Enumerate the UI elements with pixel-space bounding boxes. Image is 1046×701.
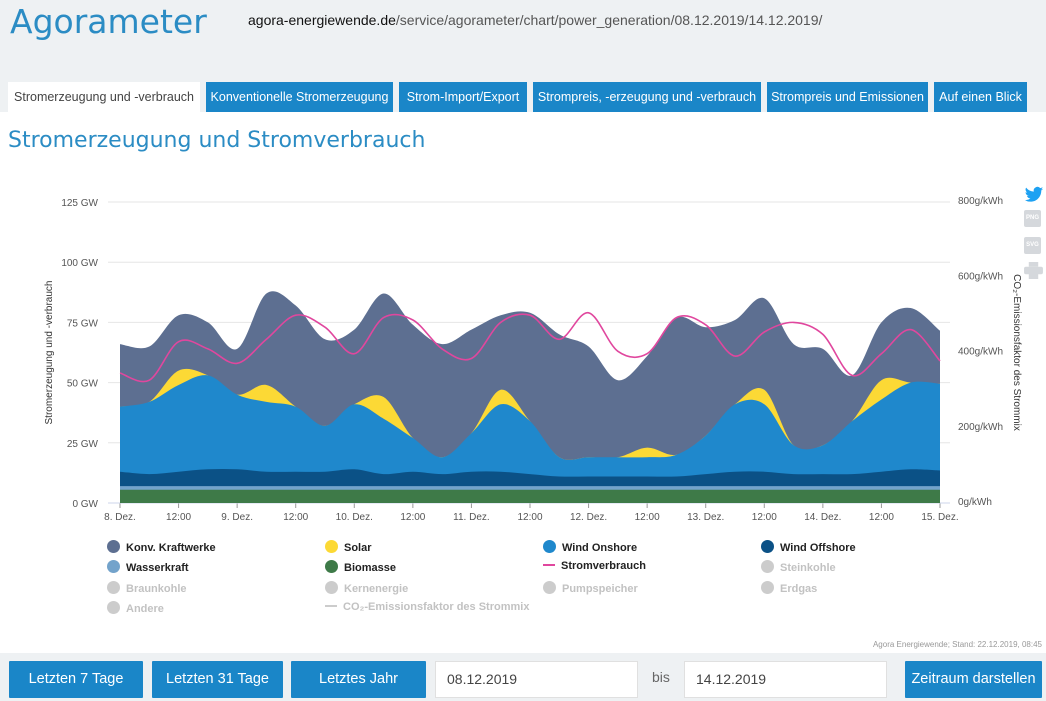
line-stromverbrauch <box>119 312 941 383</box>
legend-label: Konv. Kraftwerke <box>126 542 216 554</box>
png-export-icon[interactable]: PNG <box>1024 210 1041 227</box>
x-tick-label: 12:00 <box>166 512 191 523</box>
x-tick-label: 12:00 <box>400 512 425 523</box>
x-tick-label: 9. Dez. <box>221 512 253 523</box>
legend-dot-marker <box>543 581 556 594</box>
legend-dot-marker <box>107 601 120 614</box>
last-year-button[interactable]: Letztes Jahr <box>291 661 426 698</box>
legend-label: Kernenergie <box>344 583 409 595</box>
legend-label: Wind Offshore <box>780 542 856 554</box>
legend-item[interactable]: CO₂-Emissionsfaktor des Strommix <box>325 601 529 613</box>
legend-dot-marker <box>107 581 120 594</box>
legend-label: Stromverbrauch <box>561 560 646 572</box>
legend-item[interactable]: Braunkohle <box>107 581 187 595</box>
page-title: Stromerzeugung und Stromverbrauch <box>8 128 426 153</box>
legend-dot-marker <box>325 540 338 553</box>
legend-dot-marker <box>761 560 774 573</box>
legend-item[interactable]: Konv. Kraftwerke <box>107 540 216 554</box>
legend-label: Andere <box>126 603 164 615</box>
legend-item[interactable]: Pumpspeicher <box>543 581 638 595</box>
legend-item[interactable]: Andere <box>107 601 164 615</box>
legend-item[interactable]: Solar <box>325 540 372 554</box>
legend-item[interactable]: Stromverbrauch <box>543 560 646 572</box>
y-tick-label: 0 GW <box>72 499 98 510</box>
legend-item[interactable]: Wind Offshore <box>761 540 856 554</box>
x-tick-label: 14. Dez. <box>804 512 841 523</box>
legend-label: Pumpspeicher <box>562 583 638 595</box>
legend-dot-marker <box>107 540 120 553</box>
tab-import-export[interactable]: Strom-Import/Export <box>399 82 527 112</box>
x-tick-label: 8. Dez. <box>104 512 136 523</box>
print-icon[interactable] <box>1024 262 1043 279</box>
legend-label: Solar <box>344 542 372 554</box>
x-tick-label: 12:00 <box>283 512 308 523</box>
legend-item[interactable]: Wind Onshore <box>543 540 637 554</box>
legend-label: CO₂-Emissionsfaktor des Strommix <box>343 601 530 613</box>
legend-label: Wasserkraft <box>126 562 189 574</box>
x-tick-label: 12. Dez. <box>570 512 607 523</box>
legend-item[interactable]: Kernenergie <box>325 581 408 595</box>
twitter-icon[interactable] <box>1024 186 1044 204</box>
x-tick-label: 12:00 <box>517 512 542 523</box>
legend-label: Biomasse <box>344 562 396 574</box>
x-tick-label: 12:00 <box>752 512 777 523</box>
svg-export-icon[interactable]: SVG <box>1024 237 1041 254</box>
y2-tick-label: 800g/kWh <box>958 196 1003 207</box>
url-domain: agora-energiewende.de <box>248 12 396 28</box>
x-tick-label: 15. Dez. <box>921 512 958 523</box>
tab-strompreis-erzeugung[interactable]: Strompreis, -erzeugung und -verbrauch <box>533 82 761 112</box>
x-tick-label: 11. Dez. <box>453 512 490 523</box>
y-axis-title: Stromerzeugung und -verbrauch <box>44 281 55 425</box>
url-path: /service/agorameter/chart/power_generati… <box>395 12 823 28</box>
legend-item[interactable]: Wasserkraft <box>107 560 189 574</box>
legend-dot-marker <box>543 540 556 553</box>
y-tick-label: 125 GW <box>61 198 98 209</box>
y-tick-label: 100 GW <box>61 258 98 269</box>
legend-item[interactable]: Steinkohle <box>761 560 836 574</box>
y2-tick-label: 400g/kWh <box>958 347 1003 358</box>
legend-line-marker <box>325 605 337 607</box>
legend-dot-marker <box>325 581 338 594</box>
to-date-input[interactable]: 14.12.2019 <box>684 661 887 698</box>
area-wind-onshore <box>120 375 940 503</box>
tab-konventionelle[interactable]: Konventionelle Stromerzeugung <box>206 82 393 112</box>
x-tick-label: 13. Dez. <box>687 512 724 523</box>
y-tick-label: 50 GW <box>67 379 99 390</box>
agorameter-logo[interactable]: Agorameter <box>10 2 207 41</box>
tab-stromerzeugung[interactable]: Stromerzeugung und -verbrauch <box>8 82 200 112</box>
power-chart: 0 GW 25 GW 50 GW 75 GW 100 GW 125 GW 0g/kWh 200… <box>44 196 1022 523</box>
legend-item[interactable]: Erdgas <box>761 581 817 595</box>
legend-label: Steinkohle <box>780 562 836 574</box>
credit-text: Agora Energiewende; Stand: 22.12.2019, 0… <box>872 640 1042 649</box>
x-tick-label: 10. Dez. <box>336 512 373 523</box>
y2-tick-label: 600g/kWh <box>958 271 1003 282</box>
last-7-days-button[interactable]: Letzten 7 Tage <box>9 661 143 698</box>
y2-axis-title: CO₂-Emissionsfaktor des Strommix <box>1011 274 1022 431</box>
x-tick-label: 12:00 <box>635 512 660 523</box>
legend-dot-marker <box>761 540 774 553</box>
tab-strompreis-emissionen[interactable]: Strompreis und Emissionen <box>767 82 928 112</box>
y-tick-label: 75 GW <box>67 318 99 329</box>
x-tick-label: 12:00 <box>869 512 894 523</box>
bis-label: bis <box>652 669 670 685</box>
legend-label: Braunkohle <box>126 583 187 595</box>
legend-label: Erdgas <box>780 583 818 595</box>
legend-item[interactable]: Biomasse <box>325 560 396 574</box>
area-biomasse <box>120 489 940 503</box>
tab-auf-einen-blick[interactable]: Auf einen Blick <box>934 82 1027 112</box>
y2-tick-label: 200g/kWh <box>958 422 1003 433</box>
legend-dot-marker <box>761 581 774 594</box>
url-text: agora-energiewende.de/service/agorameter… <box>248 12 822 28</box>
y2-tick-label: 0g/kWh <box>958 497 992 508</box>
show-period-button[interactable]: Zeitraum darstellen <box>905 661 1042 698</box>
legend-dot-marker <box>325 560 338 573</box>
legend-dot-marker <box>107 560 120 573</box>
from-date-input[interactable]: 08.12.2019 <box>435 661 638 698</box>
legend-line-marker <box>543 564 555 566</box>
date-controls: Letzten 7 Tage Letzten 31 Tage Letztes J… <box>0 653 1046 701</box>
legend-label: Wind Onshore <box>562 542 638 554</box>
y-tick-label: 25 GW <box>67 439 99 450</box>
last-31-days-button[interactable]: Letzten 31 Tage <box>152 661 283 698</box>
